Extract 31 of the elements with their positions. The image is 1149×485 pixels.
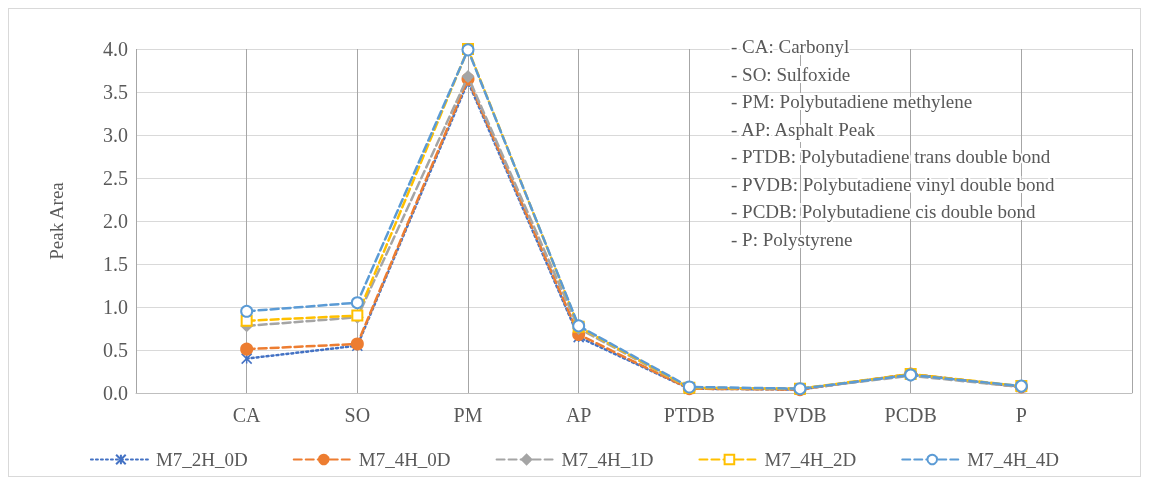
x-tick-label: P — [1015, 404, 1027, 426]
annotation: - CA: Carbonyl — [731, 36, 850, 57]
x-tick-label: PM — [453, 404, 483, 426]
y-tick-label: 3.0 — [103, 124, 128, 146]
annotation: - PTDB: Polybutadiene trans double bond — [731, 146, 1051, 167]
x-tick-label: PTDB — [663, 404, 715, 426]
y-tick-label: 3.5 — [103, 81, 128, 103]
annotation: - PCDB: Polybutadiene cis double bond — [731, 201, 1037, 222]
x-tick-label: AP — [565, 404, 592, 426]
annotation: - PM: Polybutadiene methylene — [731, 91, 973, 112]
y-axis-title: Peak Area — [46, 181, 67, 260]
legend-label: M7_4H_1D — [561, 449, 654, 470]
y-tick-label: 4.0 — [103, 38, 128, 60]
legend-label: M7_2H_0D — [155, 449, 248, 470]
y-tick-label: 0.5 — [103, 339, 128, 361]
x-tick-label: PCDB — [884, 404, 937, 426]
y-tick-label: 2.5 — [103, 167, 128, 189]
x-tick-label: CA — [232, 404, 262, 426]
annotation: - P: Polystyrene — [731, 228, 853, 250]
x-tick-label: SO — [344, 404, 371, 426]
y-tick-label: 1.5 — [103, 253, 128, 275]
annotation: - SO: Sulfoxide — [731, 63, 851, 85]
annotation: - AP: Asphalt Peak — [731, 118, 876, 140]
legend-label: M7_4H_0D — [358, 449, 451, 470]
legend-label: M7_4H_2D — [764, 449, 857, 470]
annotation: - PVDB: Polybutadiene vinyl double bond — [731, 173, 1056, 195]
x-tick-label: PVDB — [773, 404, 827, 426]
y-tick-label: 1.0 — [103, 296, 128, 318]
y-tick-label: 2.0 — [103, 210, 128, 232]
y-tick-label: 0.0 — [103, 382, 128, 404]
legend-label: M7_4H_4D — [967, 449, 1060, 470]
